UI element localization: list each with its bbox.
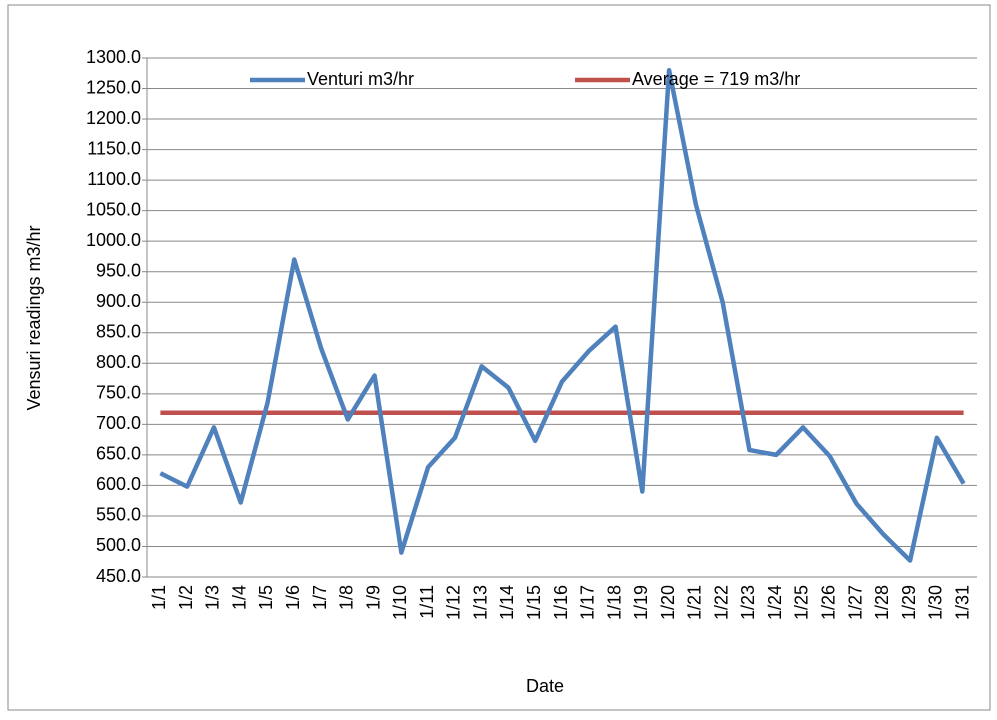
x-tick-label: 1/28 bbox=[872, 585, 892, 620]
chart-frame bbox=[7, 4, 991, 711]
x-tick-label: 1/16 bbox=[551, 585, 571, 620]
y-tick-label: 900.0 bbox=[96, 291, 141, 311]
x-tick-label: 1/14 bbox=[497, 585, 517, 620]
x-axis-title: Date bbox=[526, 676, 564, 696]
y-tick-label: 550.0 bbox=[96, 505, 141, 525]
x-tick-label: 1/6 bbox=[283, 585, 303, 610]
y-tick-label: 1300.0 bbox=[86, 47, 141, 67]
x-tick-label: 1/8 bbox=[337, 585, 357, 610]
x-tick-label: 1/31 bbox=[952, 585, 972, 620]
x-tick-label: 1/26 bbox=[818, 585, 838, 620]
y-tick-label: 650.0 bbox=[96, 444, 141, 464]
y-tick-label: 950.0 bbox=[96, 260, 141, 280]
y-tick-label: 1050.0 bbox=[86, 199, 141, 219]
x-tick-label: 1/24 bbox=[765, 585, 785, 620]
x-tick-label: 1/19 bbox=[631, 585, 651, 620]
x-tick-label: 1/17 bbox=[578, 585, 598, 620]
x-tick-label: 1/10 bbox=[390, 585, 410, 620]
x-tick-label: 1/20 bbox=[658, 585, 678, 620]
y-tick-label: 1250.0 bbox=[86, 77, 141, 97]
x-tick-label: 1/21 bbox=[685, 585, 705, 620]
y-tick-label: 1150.0 bbox=[87, 138, 141, 158]
x-tick-label: 1/13 bbox=[470, 585, 490, 620]
x-tick-label: 1/27 bbox=[845, 585, 865, 620]
x-tick-label: 1/4 bbox=[229, 585, 249, 610]
y-tick-label: 800.0 bbox=[96, 352, 141, 372]
y-tick-label: 750.0 bbox=[96, 383, 141, 403]
y-tick-label: 850.0 bbox=[96, 322, 141, 342]
x-tick-label: 1/23 bbox=[738, 585, 758, 620]
y-tick-label: 1200.0 bbox=[86, 108, 141, 128]
x-tick-label: 1/30 bbox=[926, 585, 946, 620]
x-tick-label: 1/12 bbox=[444, 585, 464, 620]
x-tick-label: 1/18 bbox=[604, 585, 624, 620]
x-tick-label: 1/29 bbox=[899, 585, 919, 620]
x-tick-label: 1/2 bbox=[176, 585, 196, 610]
legend-label: Average = 719 m3/hr bbox=[632, 69, 800, 89]
x-tick-label: 1/1 bbox=[149, 585, 169, 610]
legend-label: Venturi m3/hr bbox=[307, 69, 414, 89]
x-tick-label: 1/11 bbox=[417, 585, 437, 619]
y-tick-label: 700.0 bbox=[96, 413, 141, 433]
x-tick-label: 1/25 bbox=[792, 585, 812, 620]
y-tick-label: 1100.0 bbox=[87, 169, 141, 189]
series-line bbox=[159, 67, 966, 563]
x-tick-label: 1/3 bbox=[203, 585, 223, 610]
x-tick-label: 1/15 bbox=[524, 585, 544, 620]
x-tick-label: 1/9 bbox=[363, 585, 383, 610]
y-tick-label: 450.0 bbox=[96, 566, 141, 586]
y-axis-title: Vensuri readings m3/hr bbox=[24, 225, 44, 410]
x-tick-label: 1/22 bbox=[711, 585, 731, 620]
y-tick-label: 600.0 bbox=[96, 474, 141, 494]
y-tick-label: 1000.0 bbox=[86, 230, 141, 250]
x-tick-label: 1/7 bbox=[310, 585, 330, 610]
x-tick-label: 1/5 bbox=[256, 585, 276, 610]
y-tick-label: 500.0 bbox=[96, 535, 141, 555]
